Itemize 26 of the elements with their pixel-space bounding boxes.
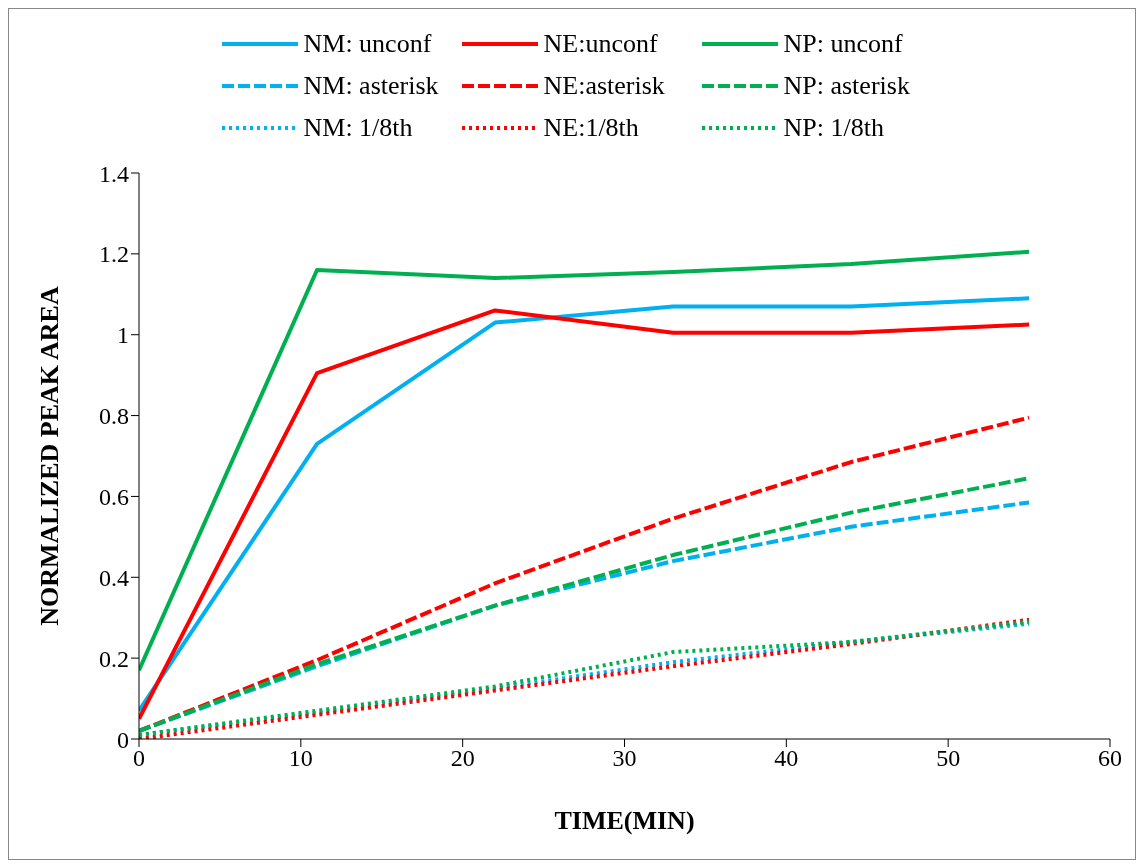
y-tick-label: 0 xyxy=(117,726,129,753)
legend-label: NE:unconf xyxy=(543,29,658,59)
x-tick-label: 20 xyxy=(450,745,475,772)
x-tick-label: 10 xyxy=(288,745,313,772)
legend-label: NP: 1/8th xyxy=(783,113,884,143)
legend-label: NE:1/8th xyxy=(543,113,639,143)
y-tick-label: 1.4 xyxy=(99,160,129,187)
legend-label: NM: 1/8th xyxy=(303,113,413,143)
y-tick-label: 0.6 xyxy=(99,483,129,510)
y-tick-label: 0.2 xyxy=(99,645,129,672)
y-tick-label: 0.4 xyxy=(99,564,129,591)
legend-label: NP: asterisk xyxy=(783,71,910,101)
legend-label: NE:asterisk xyxy=(543,71,665,101)
line-series xyxy=(139,249,1032,673)
y-tick-label: 1.2 xyxy=(99,241,129,268)
legend-label: NP: unconf xyxy=(783,29,903,59)
x-axis-title: TIME(MIN) xyxy=(554,806,695,835)
y-tick-label: 1 xyxy=(117,322,129,349)
y-tick-label: 0.8 xyxy=(99,403,129,430)
x-tick-label: 30 xyxy=(612,745,637,772)
y-axis-title: NORMALIZED PEAK AREA xyxy=(35,286,65,626)
legend-label: NM: unconf xyxy=(303,29,432,59)
x-tick-label: 50 xyxy=(936,745,961,772)
x-tick-label: 60 xyxy=(1098,745,1122,772)
legend-label: NM: asterisk xyxy=(303,71,439,101)
x-tick-label: 40 xyxy=(774,745,799,772)
